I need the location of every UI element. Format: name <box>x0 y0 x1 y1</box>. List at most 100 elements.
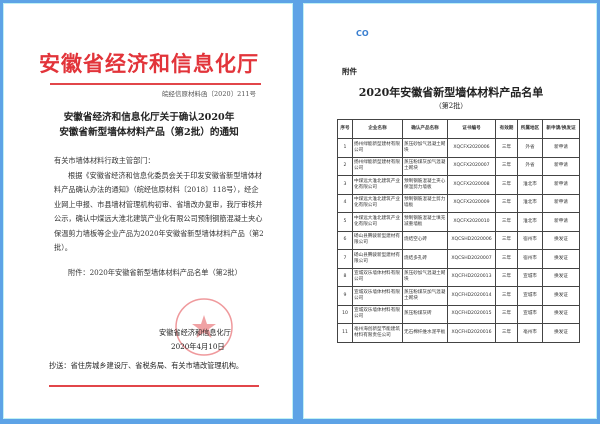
table-cell: 蒸压砂加气混凝土砌块 <box>402 267 448 287</box>
table-cell: 外省 <box>517 156 543 176</box>
table-cell: 淮北市 <box>517 193 543 213</box>
table-cell: 中煤远大淮北建筑产业化有限公司 <box>352 175 403 195</box>
table-cell: 预制钢筋混凝土夹心保温剪力墙板 <box>402 175 448 195</box>
table-cell: 中煤远大淮北建筑产业化有限公司 <box>352 212 403 232</box>
table-cell: 7 <box>337 249 353 269</box>
table-cell: 三年 <box>495 138 518 158</box>
logo: CO <box>356 29 369 38</box>
salutation: 有关市墙体材料行政主管部门： <box>54 156 155 165</box>
table-cell: 5 <box>337 212 353 232</box>
table-cell: 蒸压粉煤灰加气混凝土砌块 <box>402 156 448 176</box>
table-cell: 三年 <box>495 286 518 306</box>
table-cell: 亳州市 <box>517 323 543 343</box>
table-cell: XQCSHD2020006 <box>447 230 496 250</box>
notice-heading-line-2: 安徽省新型墙体材料产品（第2批）的通知 <box>59 127 239 138</box>
table-row: 4 中煤远大淮北建筑产业化有限公司 预制钢筋混凝土剪力墙板 XQCFX2020009 三… <box>337 193 580 213</box>
table-cell: 无石棉纤维水泥平板 <box>402 323 448 343</box>
table-row: 7 砀山县腾骏新型建材有限公司 烧结多孔砖 XQCSHD2020007 三年 宿州市 换发证 <box>337 249 580 269</box>
table-row: 3 中煤远大淮北建筑产业化有限公司 预制钢筋混凝土夹心保温剪力墙板 XQCFX2020… <box>337 175 580 195</box>
table-cell: XQCFHD2020015 <box>447 304 496 324</box>
attachment-label: 附件 <box>342 67 357 76</box>
table-cell: 4 <box>337 193 353 213</box>
table-cell: 9 <box>337 286 353 306</box>
table-cell: 宣城市 <box>517 267 543 287</box>
list-title: 2020年安徽省新型墙体材料产品名单 <box>358 86 544 99</box>
table-cell: 砀山县腾骏新型建材有限公司 <box>352 230 403 250</box>
table-cell: XQCSHD2020007 <box>447 249 496 269</box>
table-cell: XQCFX2020007 <box>447 156 496 176</box>
table-cell: 换发证 <box>542 304 580 324</box>
table-cell: 三年 <box>495 175 518 195</box>
table-cell: 换发证 <box>542 267 580 287</box>
table-cell: 换发证 <box>542 230 580 250</box>
table-cell: 三年 <box>495 249 518 269</box>
list-subtitle: （第2批） <box>434 102 468 110</box>
attachment-page: CO 附件 2020年安徽省新型墙体材料产品名单 （第2批） 序号 企业名称 确认产… <box>303 3 597 419</box>
column-header: 序号 <box>337 119 353 139</box>
table-cell: 外省 <box>517 138 543 158</box>
table-row: 2 扬州绿能新型建材有限公司 蒸压粉煤灰加气混凝土砌块 XQCFX2020007 三年外… <box>337 156 580 176</box>
table-cell: 中煤远大淮北建筑产业化有限公司 <box>352 193 403 213</box>
table-cell: 蒸压砂加气混凝土砌块 <box>402 138 448 158</box>
table-cell: 换发证 <box>542 323 580 343</box>
table-cell: XQCFHD2020013 <box>447 267 496 287</box>
table-cell: 6 <box>337 230 353 250</box>
table-cell: 淮北市 <box>517 212 543 232</box>
attachment-note: 附件：2020年安徽省新型墙体材料产品名单（第2批） <box>68 267 242 277</box>
table-cell: 亳州海创新型节能建筑材料有限责任公司 <box>352 323 403 343</box>
table-cell: 2 <box>337 156 353 176</box>
signature: 安徽省经济和信息化厅 <box>159 328 231 337</box>
column-header: 企业名称 <box>352 119 403 139</box>
table-cell: 换发证 <box>542 249 580 269</box>
table-header: 序号 企业名称 确认产品名称 证书编号 有效期 所属地区 新申请/换发证 <box>337 119 580 139</box>
table-row: 9 宣城双乐墙体材料有限公司 蒸压粉煤灰加气混凝土砌块 XQCFHD2020014 三年… <box>337 286 580 306</box>
table-cell: 三年 <box>495 212 518 232</box>
table-cell: 扬州绿能新型建材有限公司 <box>352 156 403 176</box>
table-cell: 新申请 <box>542 212 580 232</box>
table-row: 5 中煤远大淮北建筑产业化有限公司 预制钢筋混凝土填充减重墙板 XQCFX202001… <box>337 212 580 232</box>
notice-body: 有关市墙体材料行政主管部门： 根据《安徽省经济和信息化委员会关于印发安徽省新型墙… <box>54 154 264 280</box>
notice-page: 安徽省经济和信息化厅 皖经信原材料函〔2020〕211号 安徽省经济和信息化厅关… <box>3 3 293 419</box>
table-cell: 烧结多孔砖 <box>402 249 448 269</box>
column-header: 证书编号 <box>447 119 496 139</box>
table-cell: 三年 <box>495 323 518 343</box>
table-cell: 宣城双乐墙体材料有限公司 <box>352 286 403 306</box>
date: 2020年4月10日 <box>171 342 225 351</box>
table-cell: 新申请 <box>542 138 580 158</box>
red-footer-line <box>49 385 259 387</box>
table-cell: 新申请 <box>542 175 580 195</box>
column-header: 有效期 <box>495 119 518 139</box>
body-paragraph: 根据《安徽省经济和信息化委员会关于印发安徽省新型墙体材料产品确认办法的通知》（皖… <box>54 170 264 253</box>
table-cell: XQCFX2020006 <box>447 138 496 158</box>
table-cell: 砀山县腾骏新型建材有限公司 <box>352 249 403 269</box>
table-cell: XQCFX2020009 <box>447 193 496 213</box>
table-row: 6 砀山县腾骏新型建材有限公司 烧结空心砖 XQCSHD2020006 三年 宿州市 换发证 <box>337 230 580 250</box>
red-divider <box>50 83 261 85</box>
table-cell: 预制钢筋混凝土填充减重墙板 <box>402 212 448 232</box>
official-seal <box>175 298 233 356</box>
column-header: 确认产品名称 <box>402 119 448 139</box>
table-cell: 三年 <box>495 156 518 176</box>
table-cell: 蒸压粉煤灰砖 <box>402 304 448 324</box>
table-cell: 10 <box>337 304 353 324</box>
column-header: 新申请/换发证 <box>542 119 580 139</box>
table-cell: 宿州市 <box>517 249 543 269</box>
table-row: 1 扬州绿能新型建材有限公司 蒸压砂加气混凝土砌块 XQCFX2020006 三年 外省新… <box>337 138 580 158</box>
table-row: 8 宣城双乐墙体材料有限公司 蒸压砂加气混凝土砌块 XQCFHD2020013 三年 宣城… <box>337 267 580 287</box>
table-cell: 宿州市 <box>517 230 543 250</box>
table-cell: 8 <box>337 267 353 287</box>
cc-list: 抄送：省住房城乡建设厅、省税务局、有关市墙改管理机构。 <box>49 361 244 370</box>
table-cell: 宣城市 <box>517 304 543 324</box>
table-cell: 宣城市 <box>517 286 543 306</box>
table-cell: 扬州绿能新型建材有限公司 <box>352 138 403 158</box>
table-cell: 11 <box>337 323 353 343</box>
table-cell: 换发证 <box>542 286 580 306</box>
table-cell: XQCFX2020010 <box>447 212 496 232</box>
table-row: 10 宣城双乐墙体材料有限公司 蒸压粉煤灰砖 XQCFHD2020015 三年 宣城市 换发… <box>337 304 580 324</box>
table-cell: 预制钢筋混凝土剪力墙板 <box>402 193 448 213</box>
table-cell: 三年 <box>495 267 518 287</box>
table-cell: XQCFHD2020016 <box>447 323 496 343</box>
table-cell: 宣城双乐墙体材料有限公司 <box>352 304 403 324</box>
column-header: 所属地区 <box>517 119 543 139</box>
notice-heading-line-1: 安徽省经济和信息化厅关于确认2020年 <box>63 112 235 123</box>
